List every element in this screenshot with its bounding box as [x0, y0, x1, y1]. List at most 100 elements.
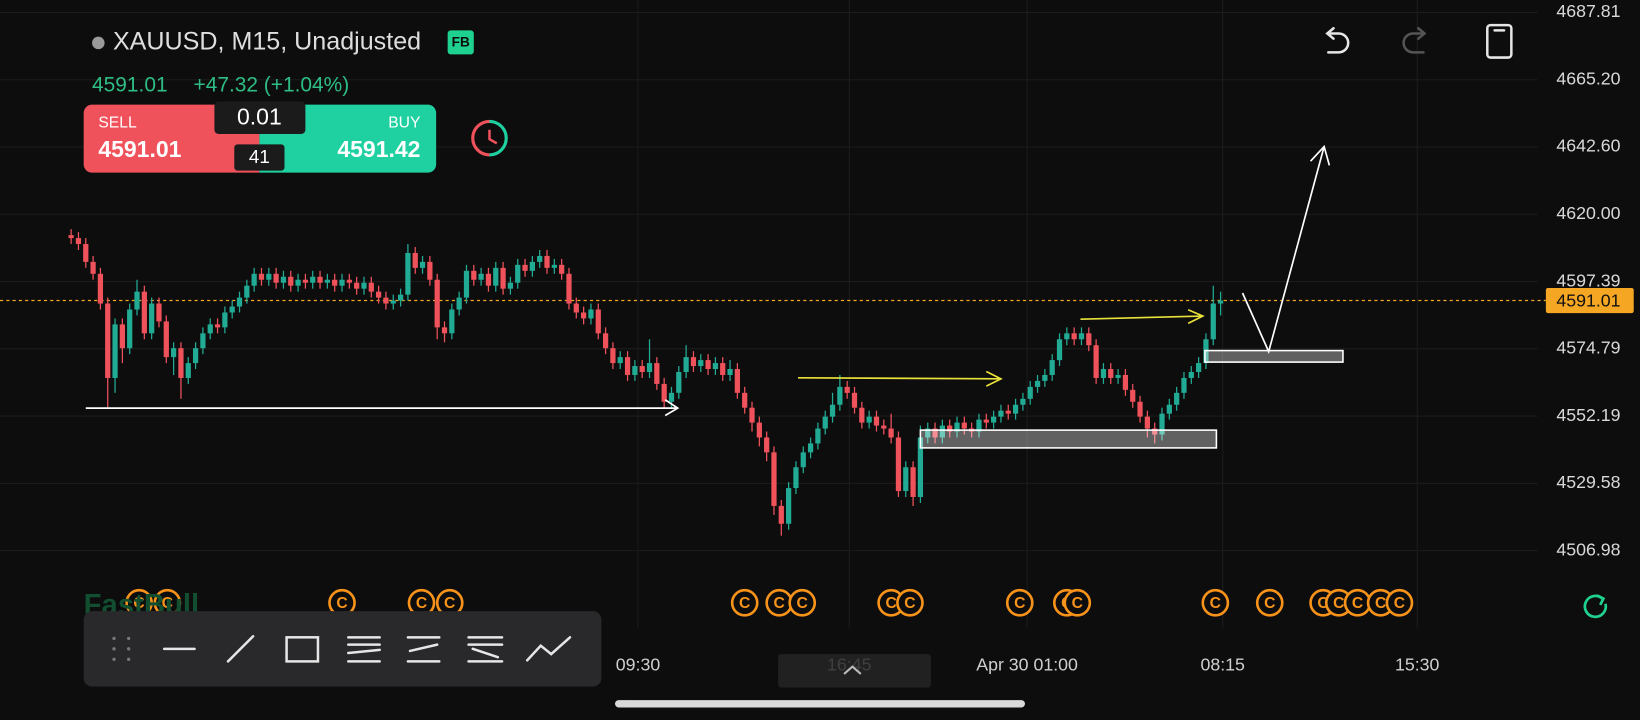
undo-icon[interactable]	[1327, 32, 1350, 54]
redo-head[interactable]	[1417, 27, 1427, 40]
event-circle[interactable]	[1063, 588, 1092, 617]
reset-chart[interactable]	[1583, 594, 1608, 619]
tool-stroke[interactable]	[408, 643, 439, 653]
dot[interactable]	[112, 657, 116, 661]
event-marker[interactable]: C	[1255, 588, 1284, 617]
reset-arc[interactable]	[1583, 594, 1608, 619]
trend-line-tool[interactable]	[226, 635, 255, 663]
tool-stroke[interactable]	[471, 647, 500, 659]
path-tool[interactable]	[525, 636, 572, 662]
volume[interactable]: 0.01	[237, 103, 282, 129]
icon-hands[interactable]	[488, 129, 498, 145]
icon-arc[interactable]	[489, 119, 508, 157]
event-label[interactable]: C	[1317, 595, 1328, 612]
candle-body	[156, 303, 162, 322]
drag-handle[interactable]	[112, 636, 131, 661]
candle-body	[866, 416, 872, 423]
layout-icon[interactable]	[1486, 23, 1513, 59]
event-marker[interactable]: C	[435, 588, 464, 617]
event-marker[interactable]: C	[1005, 588, 1034, 617]
sell-price[interactable]: 4591.01	[98, 136, 181, 162]
event-label[interactable]: C	[885, 595, 896, 612]
event-label[interactable]: C	[336, 595, 347, 612]
candle-body	[134, 291, 140, 310]
event-label[interactable]: C	[416, 595, 427, 612]
tool-icons[interactable]	[162, 635, 572, 663]
candle-body	[251, 273, 257, 286]
event-marker[interactable]: C	[730, 588, 759, 617]
candle-body	[661, 383, 667, 402]
event-label[interactable]: C	[1352, 595, 1363, 612]
buy-price[interactable]: 4591.42	[337, 136, 420, 162]
candle-body	[119, 324, 125, 349]
chart-scroll-handle[interactable]	[778, 654, 931, 688]
event-label[interactable]: C	[1375, 595, 1386, 612]
redo-icon[interactable]	[1402, 32, 1425, 54]
event-marker[interactable]: C	[765, 588, 794, 617]
layout[interactable]	[1486, 23, 1513, 59]
price-change: +47.32 (+1.04%)	[193, 73, 349, 96]
channel-tool[interactable]	[347, 636, 381, 663]
parallel-tool[interactable]	[406, 636, 441, 663]
event-label[interactable]: C	[1264, 595, 1275, 612]
event-marker[interactable]: C	[125, 588, 153, 617]
event-circle[interactable]	[730, 588, 759, 617]
tool-stroke[interactable]	[347, 648, 381, 655]
event-marker[interactable]: C	[896, 588, 924, 617]
expand-icon[interactable]	[843, 665, 862, 675]
candle-body	[427, 261, 433, 280]
candle-body	[515, 264, 521, 283]
candle-body	[105, 303, 111, 378]
undo[interactable]	[1325, 27, 1350, 54]
sell-label[interactable]: SELL	[98, 115, 137, 132]
event-label[interactable]: C	[739, 595, 750, 612]
rectangle-tool[interactable]	[285, 636, 320, 663]
volume-box[interactable]	[214, 101, 306, 134]
event-circle[interactable]	[1201, 588, 1230, 617]
redo[interactable]	[1402, 27, 1427, 54]
event-marker[interactable]: C	[788, 588, 817, 617]
one-click-trade[interactable]	[471, 119, 508, 157]
candle-body	[266, 273, 272, 280]
candle-body	[288, 276, 294, 286]
candle-body	[354, 282, 360, 289]
event-label[interactable]: C	[904, 595, 915, 612]
candle-body	[683, 357, 689, 373]
fib-tool[interactable]	[467, 636, 504, 663]
event-circle[interactable]	[896, 588, 924, 617]
dot[interactable]	[126, 636, 131, 641]
dot[interactable]	[112, 636, 116, 641]
order-panel: SELL 4591.01 BUY 4591.42 0.01 41	[83, 101, 508, 173]
event-marker[interactable]: C	[1343, 588, 1372, 617]
event-circle[interactable]	[1385, 588, 1414, 617]
reset-head[interactable]	[1596, 594, 1606, 606]
event-label[interactable]: C	[133, 595, 144, 612]
dot[interactable]	[112, 647, 116, 651]
event-circle[interactable]	[1005, 588, 1034, 617]
event-label[interactable]: C	[1333, 595, 1344, 612]
candle-body	[991, 416, 997, 423]
event-label[interactable]: C	[444, 595, 455, 612]
event-label[interactable]: C	[1014, 595, 1025, 612]
event-label[interactable]: C	[1394, 595, 1405, 612]
event-circle[interactable]	[1255, 588, 1284, 617]
candle-body	[705, 360, 711, 370]
event-label[interactable]: C	[774, 595, 785, 612]
event-marker[interactable]: C	[1063, 588, 1092, 617]
event-circle[interactable]	[788, 588, 817, 617]
candle-body	[1159, 413, 1165, 435]
candle-body	[397, 294, 404, 301]
candle-body	[1042, 374, 1048, 381]
icon-arc[interactable]	[471, 119, 490, 157]
event-marker[interactable]: C	[1201, 588, 1230, 617]
event-label[interactable]: C	[162, 595, 173, 612]
undo-head[interactable]	[1325, 27, 1335, 40]
event-label[interactable]: C	[797, 595, 808, 612]
event-label[interactable]: C	[1072, 595, 1083, 612]
event-marker[interactable]: C	[1385, 588, 1414, 617]
y-tick-label: 4687.81	[1556, 1, 1620, 21]
dot[interactable]	[126, 647, 131, 651]
buy-label[interactable]: BUY	[388, 115, 421, 132]
dot[interactable]	[126, 657, 131, 661]
event-label[interactable]: C	[1210, 595, 1221, 612]
